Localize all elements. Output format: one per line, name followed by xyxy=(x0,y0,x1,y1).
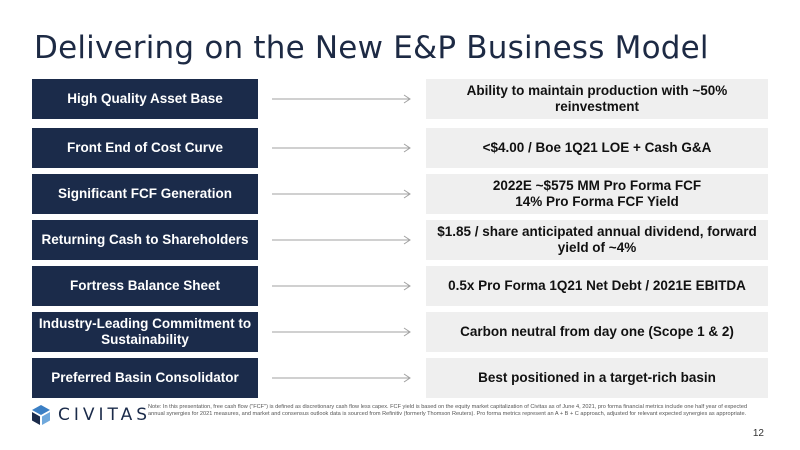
arrow-right-icon xyxy=(272,235,411,245)
row-value: Best positioned in a target-rich basin xyxy=(426,358,768,398)
row-label: High Quality Asset Base xyxy=(32,79,258,119)
row-label: Industry-Leading Commitment to Sustainab… xyxy=(32,312,258,352)
page-title: Delivering on the New E&P Business Model xyxy=(34,30,709,66)
row-value: $1.85 / share anticipated annual dividen… xyxy=(426,220,768,260)
row-cost-curve: Front End of Cost Curve <$4.00 / Boe 1Q2… xyxy=(32,128,768,168)
company-logo: CIVITAS xyxy=(30,404,151,426)
arrow-right-icon xyxy=(272,143,411,153)
page-number: 12 xyxy=(752,428,764,439)
arrow-right-icon xyxy=(272,281,411,291)
row-value: Ability to maintain production with ~50%… xyxy=(426,79,768,119)
logo-text: CIVITAS xyxy=(58,405,152,425)
civitas-logo-icon xyxy=(32,405,50,425)
arrow-right-icon xyxy=(272,189,411,199)
row-value: 0.5x Pro Forma 1Q21 Net Debt / 2021E EBI… xyxy=(426,266,768,306)
row-label: Preferred Basin Consolidator xyxy=(32,358,258,398)
row-returning-cash: Returning Cash to Shareholders $1.85 / s… xyxy=(32,220,768,260)
row-label: Returning Cash to Shareholders xyxy=(32,220,258,260)
row-label: Fortress Balance Sheet xyxy=(32,266,258,306)
row-asset-base: High Quality Asset Base Ability to maint… xyxy=(32,79,768,119)
row-fcf: Significant FCF Generation 2022E ~$575 M… xyxy=(32,174,768,214)
row-basin: Preferred Basin Consolidator Best positi… xyxy=(32,358,768,398)
row-balance-sheet: Fortress Balance Sheet 0.5x Pro Forma 1Q… xyxy=(32,266,768,306)
footnote: Note: In this presentation, free cash fl… xyxy=(148,404,748,417)
arrow-right-icon xyxy=(272,373,411,383)
row-sustainability: Industry-Leading Commitment to Sustainab… xyxy=(32,312,768,352)
arrow-right-icon xyxy=(272,327,411,337)
row-label: Front End of Cost Curve xyxy=(32,128,258,168)
row-value: Carbon neutral from day one (Scope 1 & 2… xyxy=(426,312,768,352)
row-label: Significant FCF Generation xyxy=(32,174,258,214)
arrow-right-icon xyxy=(272,94,411,104)
row-value: <$4.00 / Boe 1Q21 LOE + Cash G&A xyxy=(426,128,768,168)
row-value: 2022E ~$575 MM Pro Forma FCF 14% Pro For… xyxy=(426,174,768,214)
